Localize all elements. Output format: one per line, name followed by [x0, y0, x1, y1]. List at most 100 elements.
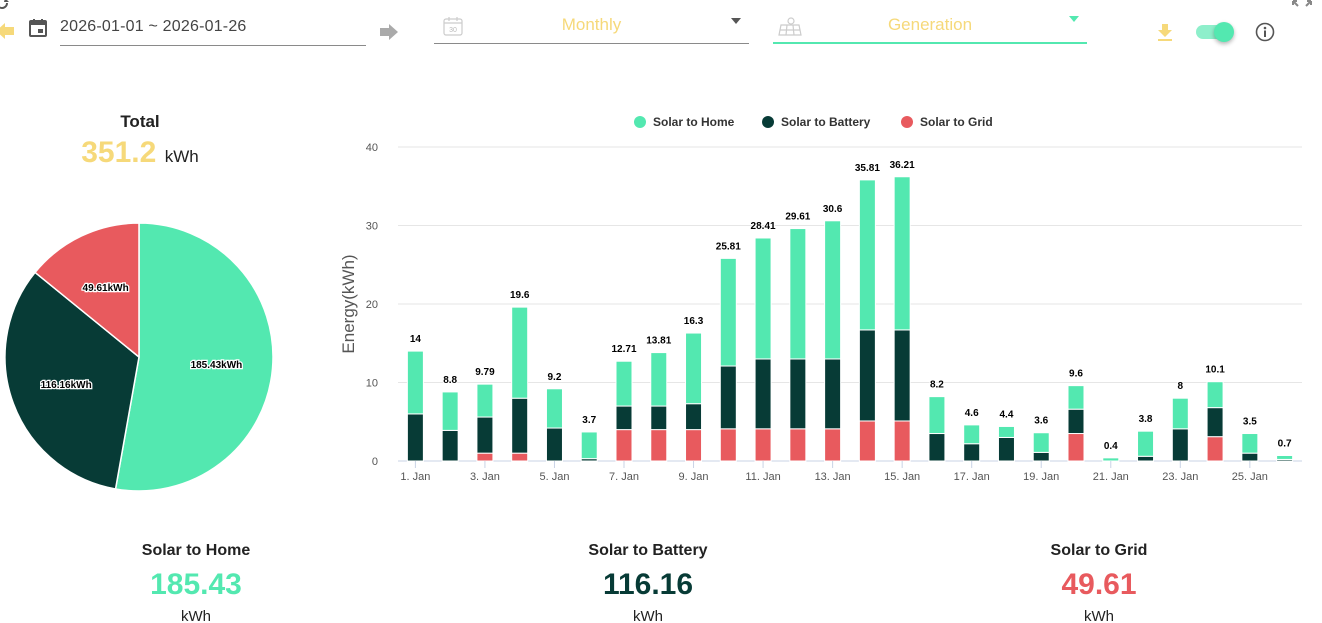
bar-segment-solar-to-battery[interactable] [789, 358, 807, 430]
bar-segment-solar-to-home[interactable] [511, 306, 529, 399]
bar-segment-solar-to-grid[interactable] [685, 429, 703, 462]
bar-segment-solar-to-home[interactable] [1241, 433, 1259, 454]
bar-group-5[interactable] [545, 388, 563, 462]
bar-segment-solar-to-home[interactable] [580, 431, 598, 460]
bar-segment-solar-to-grid[interactable] [650, 429, 668, 462]
bar-group-15[interactable] [893, 176, 911, 462]
bar-segment-solar-to-home[interactable] [1137, 430, 1155, 457]
period-select[interactable]: 30 Monthly [434, 10, 749, 44]
bar-group-1[interactable] [406, 350, 424, 462]
bar-segment-solar-to-battery[interactable] [615, 405, 633, 431]
bar-segment-solar-to-home[interactable] [1102, 457, 1120, 462]
bar-segment-solar-to-home[interactable] [1032, 432, 1050, 453]
bar-segment-solar-to-grid[interactable] [824, 428, 842, 462]
bar-group-7[interactable] [615, 360, 633, 462]
refresh-icon[interactable] [0, 0, 10, 10]
bar-segment-solar-to-home[interactable] [1276, 455, 1294, 460]
bar-segment-solar-to-grid[interactable] [719, 428, 737, 462]
bar-group-20[interactable] [1067, 385, 1085, 462]
bar-segment-solar-to-home[interactable] [545, 388, 563, 429]
bar-segment-solar-to-home[interactable] [858, 179, 876, 331]
legend-item-solar-to-home[interactable]: Solar to Home [634, 115, 735, 129]
date-range-field[interactable]: 2026-01-01 ~ 2026-01-26 [28, 14, 366, 46]
bar-segment-solar-to-battery[interactable] [1206, 407, 1224, 438]
bar-segment-solar-to-battery[interactable] [997, 436, 1015, 462]
bar-group-9[interactable] [685, 332, 703, 462]
bar-segment-solar-to-battery[interactable] [1241, 452, 1259, 462]
bar-segment-solar-to-grid[interactable] [893, 420, 911, 462]
expand-icon[interactable] [1292, 0, 1312, 10]
bar-group-11[interactable] [754, 237, 772, 462]
pie-slice-solar-to-home[interactable] [114, 222, 274, 492]
display-toggle[interactable] [1196, 22, 1236, 42]
bar-segment-solar-to-grid[interactable] [1206, 436, 1224, 462]
bar-segment-solar-to-battery[interactable] [1171, 428, 1189, 462]
pie-slice-solar-to-grid[interactable] [34, 222, 140, 359]
info-icon[interactable] [1255, 22, 1275, 42]
bar-group-16[interactable] [928, 396, 946, 462]
bar-segment-solar-to-battery[interactable] [963, 443, 981, 462]
bar-segment-solar-to-battery[interactable] [511, 397, 529, 454]
bar-segment-solar-to-home[interactable] [1206, 381, 1224, 409]
bar-segment-solar-to-home[interactable] [1171, 397, 1189, 430]
bar-segment-solar-to-battery[interactable] [1032, 451, 1050, 462]
bar-segment-solar-to-home[interactable] [476, 383, 494, 418]
bar-segment-solar-to-grid[interactable] [754, 428, 772, 462]
bar-segment-solar-to-home[interactable] [441, 391, 459, 431]
bar-segment-solar-to-grid[interactable] [615, 429, 633, 462]
bar-segment-solar-to-home[interactable] [928, 396, 946, 435]
bar-segment-solar-to-battery[interactable] [754, 358, 772, 430]
bar-group-19[interactable] [1032, 432, 1050, 462]
type-select[interactable]: Generation [773, 10, 1087, 44]
bar-group-22[interactable] [1137, 430, 1155, 462]
bar-group-18[interactable] [997, 425, 1015, 462]
bar-segment-solar-to-grid[interactable] [789, 428, 807, 462]
bar-segment-solar-to-battery[interactable] [719, 365, 737, 430]
bar-group-26[interactable] [1276, 455, 1294, 462]
bar-group-3[interactable] [476, 383, 494, 462]
bar-segment-solar-to-home[interactable] [893, 176, 911, 331]
pie-slice-solar-to-battery[interactable] [4, 271, 140, 490]
bar-segment-solar-to-battery[interactable] [1067, 408, 1085, 435]
bar-segment-solar-to-home[interactable] [650, 352, 668, 407]
bar-segment-solar-to-battery[interactable] [545, 427, 563, 462]
bar-segment-solar-to-battery[interactable] [1137, 455, 1155, 462]
legend-item-solar-to-grid[interactable]: Solar to Grid [901, 115, 993, 129]
bar-segment-solar-to-grid[interactable] [476, 452, 494, 462]
bar-segment-solar-to-home[interactable] [685, 332, 703, 405]
bar-segment-solar-to-grid[interactable] [511, 452, 529, 462]
bar-segment-solar-to-home[interactable] [406, 350, 424, 415]
legend-item-solar-to-battery[interactable]: Solar to Battery [762, 115, 871, 129]
bar-group-24[interactable] [1206, 381, 1224, 462]
bar-group-6[interactable] [580, 431, 598, 462]
bar-segment-solar-to-battery[interactable] [441, 429, 459, 462]
bar-group-4[interactable] [511, 306, 529, 462]
bar-segment-solar-to-home[interactable] [789, 228, 807, 360]
bar-group-21[interactable] [1102, 457, 1120, 462]
bar-segment-solar-to-home[interactable] [1067, 385, 1085, 410]
bar-group-10[interactable] [719, 257, 737, 462]
previous-period-arrow-icon[interactable] [0, 22, 16, 40]
bar-segment-solar-to-grid[interactable] [858, 420, 876, 462]
bar-segment-solar-to-home[interactable] [719, 257, 737, 367]
bar-segment-solar-to-battery[interactable] [650, 405, 668, 431]
bar-group-23[interactable] [1171, 397, 1189, 462]
bar-group-17[interactable] [963, 424, 981, 462]
bar-segment-solar-to-battery[interactable] [858, 329, 876, 422]
bar-segment-solar-to-battery[interactable] [476, 416, 494, 454]
bar-group-2[interactable] [441, 391, 459, 462]
bar-group-8[interactable] [650, 352, 668, 462]
bar-segment-solar-to-grid[interactable] [1067, 433, 1085, 462]
bar-segment-solar-to-battery[interactable] [824, 358, 842, 430]
bar-segment-solar-to-home[interactable] [997, 425, 1015, 438]
bar-segment-solar-to-battery[interactable] [928, 433, 946, 462]
bar-segment-solar-to-home[interactable] [615, 360, 633, 407]
bar-segment-solar-to-home[interactable] [824, 220, 842, 360]
bar-group-25[interactable] [1241, 433, 1259, 462]
bar-group-12[interactable] [789, 228, 807, 462]
bar-segment-solar-to-battery[interactable] [406, 413, 424, 462]
bar-group-13[interactable] [824, 220, 842, 462]
bar-segment-solar-to-battery[interactable] [893, 329, 911, 422]
bar-group-14[interactable] [858, 179, 876, 462]
bar-segment-solar-to-home[interactable] [754, 237, 772, 360]
